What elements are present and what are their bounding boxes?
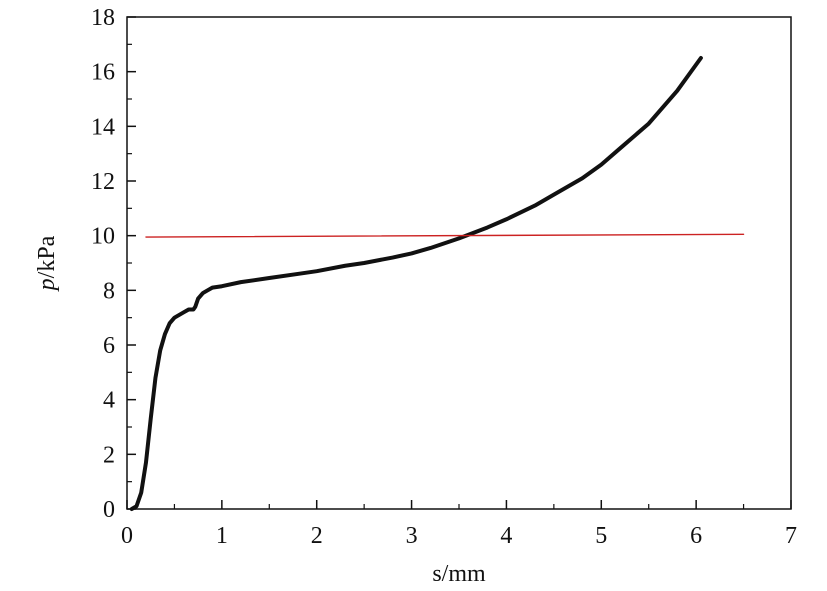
y-tick-label: 2 xyxy=(103,442,115,468)
pressure-curve xyxy=(129,56,703,511)
x-tick-label: 2 xyxy=(311,523,323,549)
y-axis-title-unit: /kPa xyxy=(34,235,60,278)
y-axis-title: p/kPa xyxy=(34,235,60,292)
y-tick-label: 12 xyxy=(91,169,115,195)
y-axis-title-italic: p xyxy=(34,278,60,292)
x-tick-label: 0 xyxy=(121,523,133,549)
y-tick-label: 14 xyxy=(91,114,115,140)
x-axis-title: s/mm xyxy=(432,561,486,587)
y-tick-label: 10 xyxy=(91,224,115,250)
x-tick-label: 4 xyxy=(500,523,512,549)
x-tick-label: 6 xyxy=(690,523,702,549)
y-tick-label: 8 xyxy=(103,278,115,304)
y-tick-label: 0 xyxy=(103,497,115,523)
threshold-line xyxy=(145,233,745,238)
x-tick-label: 1 xyxy=(216,523,228,549)
x-ticks: 0 1 2 3 4 5 6 7 xyxy=(121,500,797,549)
x-tick-label: 5 xyxy=(595,523,607,549)
x-minor-ticks xyxy=(173,504,745,509)
series-group xyxy=(129,56,745,511)
y-tick-label: 4 xyxy=(103,388,115,414)
y-ticks: 0 2 4 6 8 10 12 14 16 18 xyxy=(91,5,136,523)
y-tick-label: 6 xyxy=(103,333,115,359)
y-tick-label: 18 xyxy=(91,5,115,31)
x-tick-label: 7 xyxy=(785,523,797,549)
plot-frame xyxy=(126,16,792,510)
x-tick-label: 3 xyxy=(406,523,418,549)
y-minor-ticks xyxy=(127,43,132,483)
y-tick-label: 16 xyxy=(91,60,115,86)
